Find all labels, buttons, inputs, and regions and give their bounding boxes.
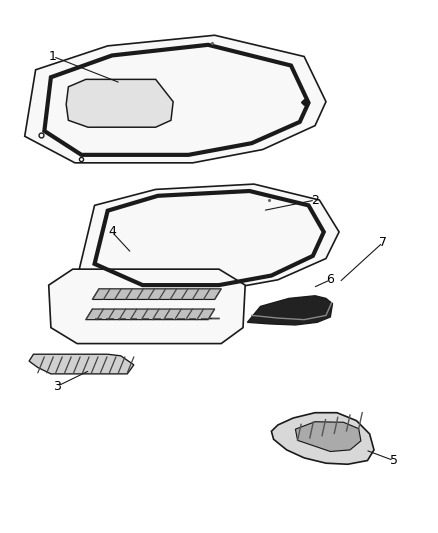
Text: 3: 3 xyxy=(53,379,61,393)
Text: 4: 4 xyxy=(108,225,116,238)
Polygon shape xyxy=(247,296,332,325)
Polygon shape xyxy=(49,269,245,344)
Polygon shape xyxy=(29,354,134,374)
Polygon shape xyxy=(272,413,374,464)
Polygon shape xyxy=(25,35,326,163)
Polygon shape xyxy=(86,309,215,320)
Polygon shape xyxy=(295,422,361,451)
Text: 1: 1 xyxy=(49,50,57,63)
Polygon shape xyxy=(66,79,173,127)
Text: 2: 2 xyxy=(311,193,319,207)
Polygon shape xyxy=(79,184,339,290)
Text: 7: 7 xyxy=(379,236,387,249)
Polygon shape xyxy=(92,289,221,300)
Text: 5: 5 xyxy=(390,454,398,467)
Text: 6: 6 xyxy=(326,273,334,286)
